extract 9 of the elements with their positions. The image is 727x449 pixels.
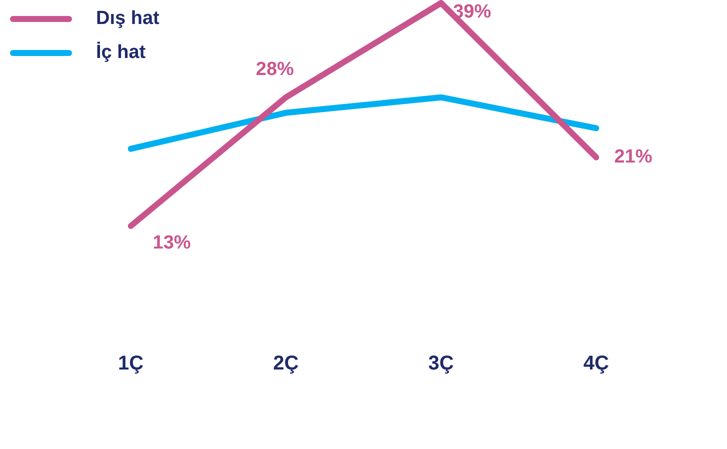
x-tick-label: 4Ç: [583, 352, 610, 375]
data-label: 13%: [152, 232, 191, 254]
x-tick-label: 2Ç: [273, 352, 299, 375]
x-tick-label: 1Ç: [118, 352, 144, 375]
legend-label: Dış hat: [96, 8, 160, 30]
legend-label: İç hat: [96, 42, 146, 64]
x-tick-label: 3Ç: [428, 352, 454, 375]
data-label: 21%: [614, 146, 652, 168]
data-label: 28%: [256, 59, 294, 80]
